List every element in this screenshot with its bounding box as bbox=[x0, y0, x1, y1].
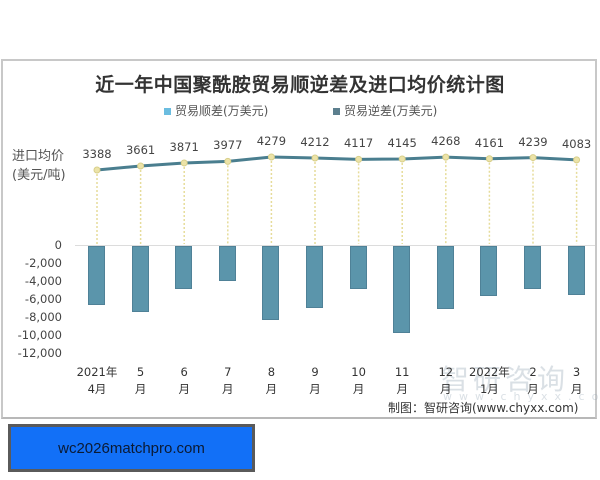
deficit-bar bbox=[131, 246, 149, 312]
chart-frame bbox=[1, 59, 597, 419]
y-tick-label: -4,000 bbox=[24, 274, 62, 288]
secondary-axis-label-line2: (美元/吨) bbox=[12, 168, 66, 183]
price-data-label: 3977 bbox=[213, 138, 243, 153]
price-data-label: 4268 bbox=[431, 134, 461, 149]
price-data-label: 4212 bbox=[300, 134, 330, 149]
promo-banner[interactable]: wc2026matchpro.com bbox=[8, 424, 255, 472]
deficit-bar bbox=[349, 246, 367, 290]
y-tick-label: -12,000 bbox=[17, 346, 62, 360]
legend-swatch-surplus-icon bbox=[164, 108, 171, 115]
deficit-bar bbox=[306, 246, 323, 308]
x-tick-label: 2021年 4月 bbox=[76, 365, 118, 396]
price-data-label: 3871 bbox=[169, 139, 199, 154]
price-data-label: 4239 bbox=[518, 134, 548, 149]
price-data-label: 4279 bbox=[256, 134, 287, 148]
legend-label-deficit: 贸易逆差(万美元) bbox=[344, 104, 438, 118]
y-tick-label: -8,000 bbox=[24, 310, 62, 324]
deficit-bar bbox=[262, 246, 280, 320]
price-data-label: 3388 bbox=[82, 147, 112, 161]
price-data-label: 4161 bbox=[474, 135, 505, 150]
watermark-url: www.chyxx.com bbox=[443, 390, 600, 403]
secondary-axis-label: 进口均价 (美元/吨) bbox=[12, 147, 66, 185]
y-tick-label: -10,000 bbox=[17, 328, 62, 342]
x-tick-label: 2022年 1月 bbox=[469, 365, 510, 396]
deficit-bar bbox=[567, 246, 585, 295]
deficit-bar bbox=[480, 246, 498, 297]
x-tick-label: 10 月 bbox=[351, 365, 366, 396]
price-data-label: 4083 bbox=[561, 136, 592, 151]
price-data-label: 3661 bbox=[125, 143, 156, 158]
legend-swatch-deficit-icon bbox=[333, 108, 340, 115]
deficit-bar bbox=[88, 246, 105, 306]
y-tick-label: -6,000 bbox=[24, 292, 62, 306]
price-data-label: 4145 bbox=[387, 135, 417, 150]
x-tick-label: 11 月 bbox=[394, 365, 410, 396]
y-tick-label: -2,000 bbox=[24, 256, 62, 270]
legend-item-surplus: 贸易顺差(万美元) bbox=[164, 102, 268, 119]
deficit-bar bbox=[175, 246, 193, 290]
x-tick-label: 12 月 bbox=[438, 365, 454, 396]
deficit-bar bbox=[218, 246, 236, 282]
y-tick-label: 0 bbox=[54, 238, 62, 252]
deficit-bar bbox=[436, 246, 454, 310]
secondary-axis-label-line1: 进口均价 bbox=[12, 149, 65, 164]
chart-title: 近一年中国聚酰胺贸易顺逆差及进口均价统计图 bbox=[95, 74, 505, 96]
zero-baseline bbox=[75, 245, 595, 246]
legend-label-surplus: 贸易顺差(万美元) bbox=[175, 104, 269, 118]
deficit-bar bbox=[393, 246, 411, 334]
legend-item-deficit: 贸易逆差(万美元) bbox=[333, 102, 437, 119]
watermark: 智研咨询 bbox=[441, 363, 570, 396]
promo-banner-text: wc2026matchpro.com bbox=[58, 439, 205, 457]
price-data-label: 4117 bbox=[343, 136, 374, 151]
source-credit: 制图：智研咨询(www.chyxx.com) bbox=[388, 401, 579, 415]
deficit-bar bbox=[524, 246, 541, 290]
